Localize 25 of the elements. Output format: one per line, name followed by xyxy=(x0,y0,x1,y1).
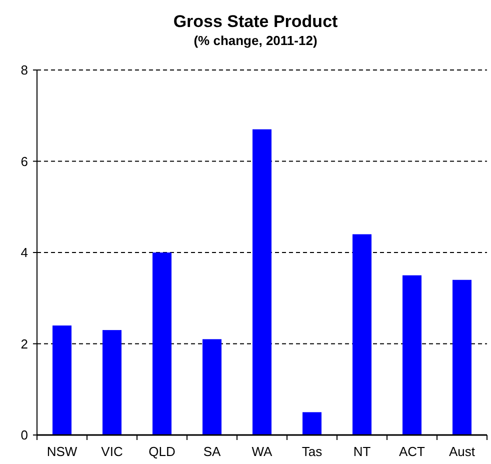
bar xyxy=(302,412,322,435)
y-tick-label: 4 xyxy=(20,245,28,260)
bar xyxy=(352,234,372,435)
x-tick-label: NT xyxy=(353,444,371,459)
x-tick-label: WA xyxy=(252,444,273,459)
x-tick-label: VIC xyxy=(101,444,123,459)
bar xyxy=(402,275,422,435)
y-tick-label: 6 xyxy=(20,154,28,169)
x-tick-label: NSW xyxy=(46,444,78,459)
chart-subtitle: (% change, 2011-12) xyxy=(194,33,318,48)
x-tick-label: Aust xyxy=(448,444,476,459)
y-tick-label: 8 xyxy=(20,62,28,78)
bar xyxy=(202,339,222,435)
bar xyxy=(52,326,72,435)
bar xyxy=(252,129,272,435)
chart-title: Gross State Product xyxy=(173,12,338,31)
bar xyxy=(102,330,122,435)
x-tick-label: ACT xyxy=(399,444,426,459)
x-tick-label: Tas xyxy=(302,444,323,459)
bar xyxy=(152,252,172,435)
y-tick-label: 0 xyxy=(20,428,28,443)
bar xyxy=(452,280,472,435)
y-tick-label: 2 xyxy=(20,336,28,352)
x-tick-label: SA xyxy=(203,444,221,459)
x-tick-label: QLD xyxy=(148,444,176,459)
